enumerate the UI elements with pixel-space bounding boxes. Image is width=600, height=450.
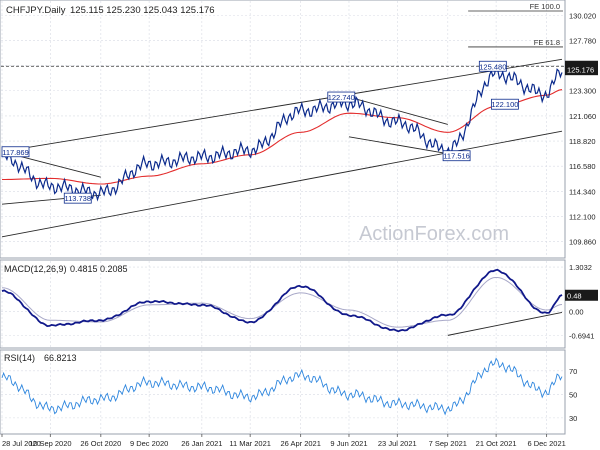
level-annotation-text: 122.740 bbox=[328, 93, 355, 102]
trend-line bbox=[1, 58, 563, 153]
rsi-values: 66.8213 bbox=[44, 353, 77, 363]
macd-last-box bbox=[565, 289, 598, 301]
macd-panel bbox=[0, 259, 566, 349]
fib-label: FE 61.8 bbox=[534, 38, 560, 47]
x-tick-label: 21 Oct 2021 bbox=[476, 439, 517, 448]
x-tick-label: 6 Dec 2021 bbox=[527, 439, 565, 448]
level-annotation-text: 122.100 bbox=[491, 100, 518, 109]
price-axis-tick: 123.300 bbox=[569, 87, 596, 96]
price-last-box bbox=[565, 64, 598, 76]
trend-line bbox=[348, 96, 448, 125]
level-annotation-box bbox=[442, 150, 471, 162]
watermark: ActionForex.com bbox=[359, 223, 509, 245]
rsi-line bbox=[1, 357, 563, 416]
x-tick-label: 9 Dec 2020 bbox=[130, 439, 168, 448]
x-tick-label: 26 Apr 2021 bbox=[280, 439, 320, 448]
rsi-label: RSI(14) bbox=[4, 353, 35, 363]
level-annotation-text: 117.516 bbox=[443, 152, 470, 161]
x-tick-label: 7 Sep 2021 bbox=[429, 439, 467, 448]
rsi-axis-tick: 50 bbox=[569, 390, 577, 399]
price-axis-tick: 121.060 bbox=[569, 112, 596, 121]
price-axis-tick: 112.100 bbox=[569, 213, 596, 222]
rsi-axis-tick: 30 bbox=[569, 414, 577, 423]
x-tick-label: 28 Jul 2020 bbox=[2, 439, 41, 448]
x-tick-label: 9 Jun 2021 bbox=[330, 439, 367, 448]
price-axis-tick: 118.820 bbox=[569, 137, 596, 146]
price-last-label: 125.176 bbox=[567, 66, 594, 75]
level-annotation-box bbox=[478, 60, 507, 72]
trend-line bbox=[1, 130, 563, 238]
level-annotation-box bbox=[491, 98, 519, 110]
ohlc-readout: 125.115 125.230 125.043 125.176 bbox=[70, 5, 215, 16]
fib-label: FE 100.0 bbox=[530, 2, 560, 11]
level-annotation-box bbox=[63, 192, 92, 204]
chart-title: CHFJPY.Daily bbox=[6, 5, 66, 16]
level-annotation-text: 113.738 bbox=[64, 194, 91, 203]
ema-line bbox=[2, 89, 563, 185]
level-annotation-text: 125.480 bbox=[479, 62, 506, 71]
price-axis-tick: 130.020 bbox=[569, 11, 596, 20]
level-annotation-box bbox=[327, 91, 356, 103]
x-tick-label: 23 Jul 2021 bbox=[378, 439, 417, 448]
macd-values: 0.4815 0.2085 bbox=[70, 264, 128, 274]
x-tick-label: 10 Sep 2020 bbox=[29, 439, 72, 448]
macd-axis-tick: 0.00 bbox=[569, 308, 584, 317]
macd-label: MACD(12,26,9) bbox=[4, 264, 67, 274]
x-tick-label: 11 Mar 2021 bbox=[229, 439, 271, 448]
trend-line bbox=[348, 136, 448, 155]
x-tick-label: 26 Oct 2020 bbox=[80, 439, 121, 448]
macd-trend-line bbox=[447, 311, 563, 336]
price-axis-tick: 114.340 bbox=[569, 187, 596, 196]
x-tick-label: 26 Jan 2021 bbox=[181, 439, 222, 448]
macd-axis-tick: 1.3032 bbox=[569, 263, 592, 272]
macd-line bbox=[1, 268, 563, 333]
price-axis-tick: 116.580 bbox=[569, 162, 596, 171]
macd-axis-tick: -0.6941 bbox=[569, 332, 594, 341]
rsi-panel bbox=[0, 349, 566, 435]
level-annotation-box bbox=[1, 146, 30, 158]
price-line bbox=[1, 64, 563, 202]
rsi-axis-tick: 70 bbox=[569, 367, 577, 376]
macd-last-label: 0.48 bbox=[567, 291, 582, 300]
price-axis-tick: 109.860 bbox=[569, 238, 596, 247]
level-annotation-text: 117.869 bbox=[2, 148, 29, 157]
price-axis-tick: 127.780 bbox=[569, 36, 596, 45]
price-panel bbox=[0, 0, 566, 259]
